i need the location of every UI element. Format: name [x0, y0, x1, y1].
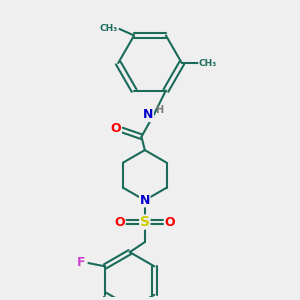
Text: CH₃: CH₃ [100, 24, 118, 33]
Text: O: O [114, 215, 125, 229]
Text: CH₃: CH₃ [199, 58, 217, 68]
Text: F: F [77, 256, 85, 268]
Text: N: N [143, 109, 153, 122]
Text: O: O [111, 122, 122, 135]
Text: S: S [140, 215, 150, 229]
Text: O: O [165, 215, 175, 229]
Text: N: N [140, 194, 150, 207]
Text: H: H [155, 105, 163, 115]
